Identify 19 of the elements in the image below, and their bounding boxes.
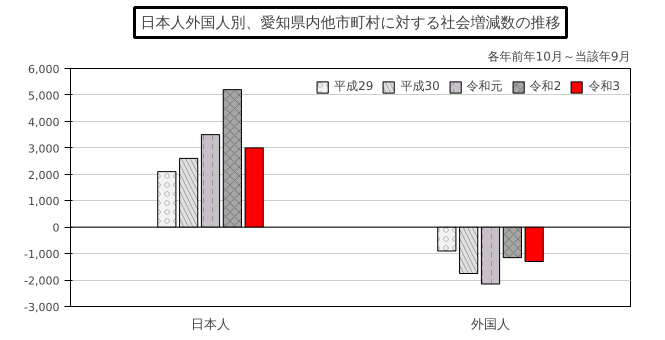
y-tick-label: 0 xyxy=(52,222,60,235)
legend-label: 平成29 xyxy=(334,78,374,95)
y-tick-label: -3,000 xyxy=(24,301,60,314)
x-tick-label: 日本人 xyxy=(191,318,230,332)
y-tick-label: -2,000 xyxy=(24,274,60,288)
y-tick-label: 5,000 xyxy=(28,89,60,102)
y-tick-label: 6,000 xyxy=(28,63,60,76)
y-tick-label: 4,000 xyxy=(28,116,60,129)
chart-title: 日本人外国人別、愛知県内他市町村に対する社会増減数の推移 xyxy=(140,14,560,32)
text: 各年前年10月～当該年9月 xyxy=(488,50,630,64)
y-tick-label: 2,000 xyxy=(28,168,60,182)
legend-label: 令和元 xyxy=(466,78,503,95)
legend-label: 令和3 xyxy=(588,78,620,95)
y-tick-label: 3,000 xyxy=(28,142,60,156)
x-tick-label: 外国人 xyxy=(471,318,510,332)
y-tick-label: 1,000 xyxy=(28,195,60,208)
legend-label: 平成30 xyxy=(400,78,440,95)
legend-label: 令和2 xyxy=(530,78,562,95)
y-tick-label: -1,000 xyxy=(24,248,60,262)
